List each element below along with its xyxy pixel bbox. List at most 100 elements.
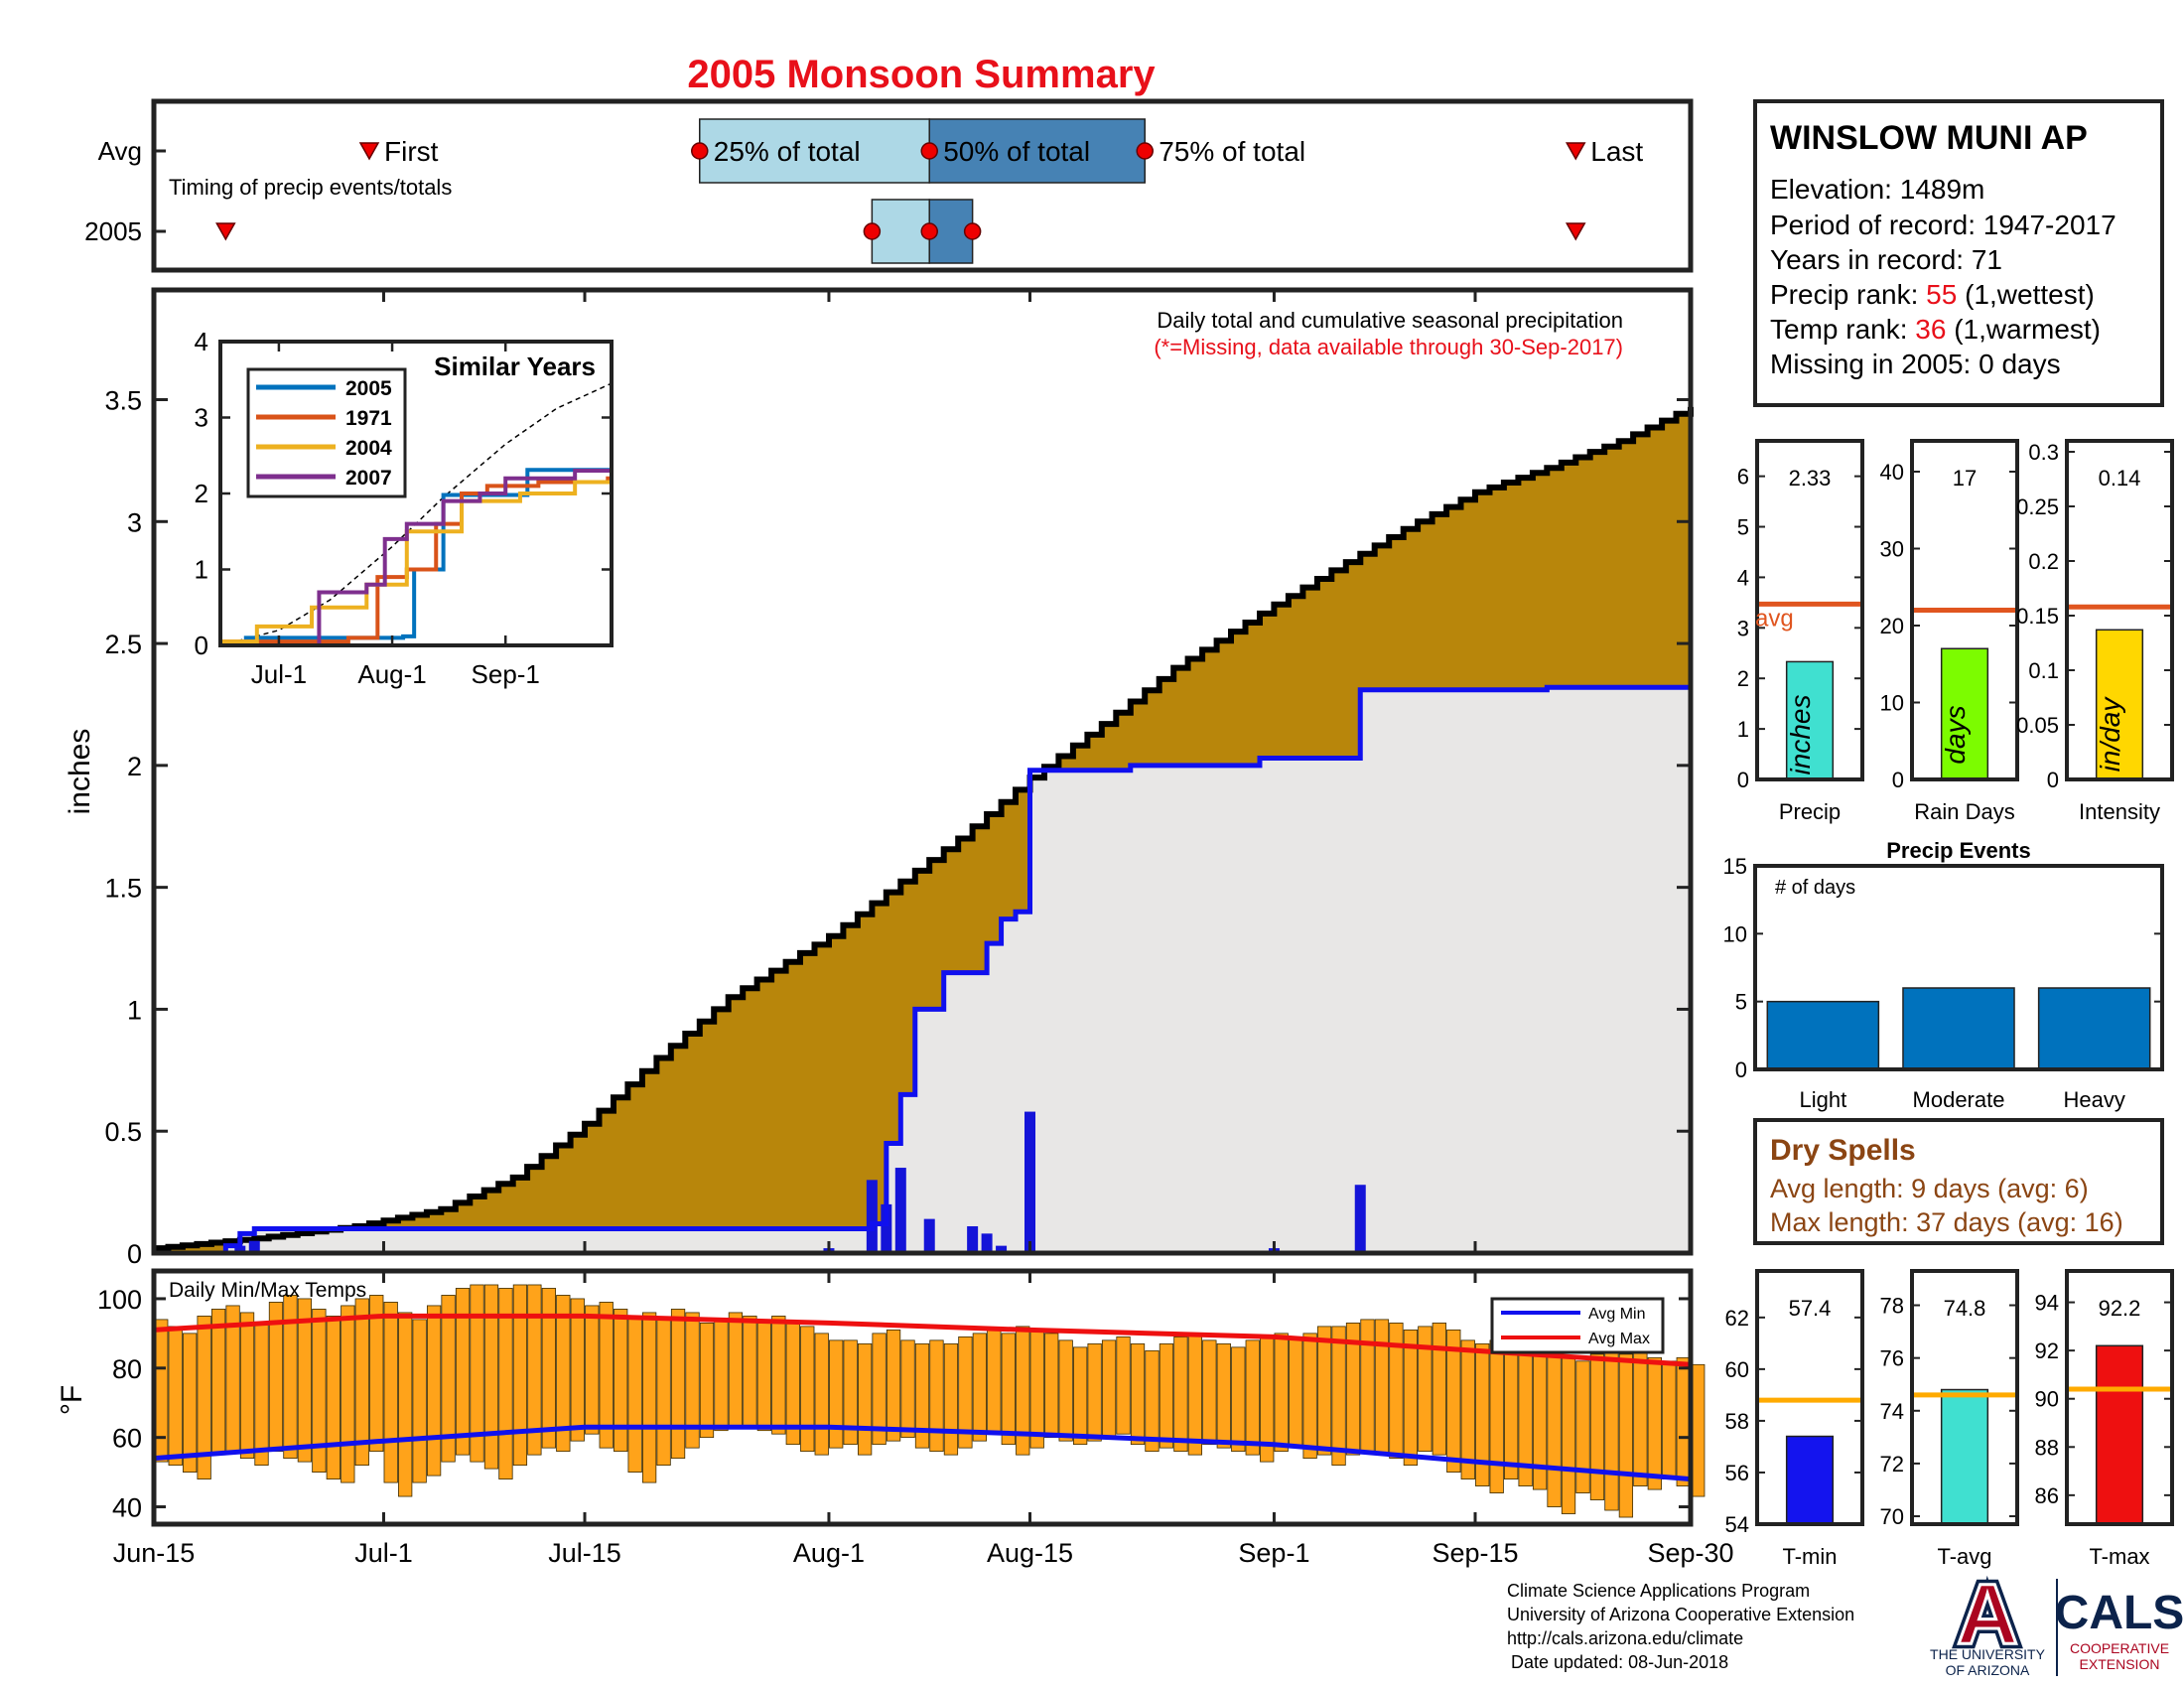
temp-range-bar	[1116, 1336, 1131, 1435]
temp-range-bar	[183, 1333, 198, 1474]
temp-range-bar	[412, 1319, 427, 1483]
temp-range-bar	[1159, 1342, 1174, 1449]
temp-axes-frame	[151, 1268, 1694, 1527]
avg-min-line	[153, 1424, 1692, 1482]
temp-range-bar	[1130, 1342, 1146, 1446]
avg-q25-marker	[691, 142, 709, 160]
daily-precip-bar	[923, 1218, 935, 1253]
legend-label: Avg Min	[1588, 1306, 1646, 1323]
temp-range-bar	[1575, 1360, 1590, 1493]
t-min-frame	[1755, 1269, 1864, 1526]
temp-range-bar	[1618, 1353, 1634, 1518]
temp-range-bar	[1460, 1339, 1475, 1479]
temp-range-bar	[1345, 1322, 1361, 1456]
daily-precip-bar	[1354, 1185, 1366, 1253]
avg-label: avg	[1755, 605, 1794, 632]
intensity-bar	[2095, 629, 2144, 780]
timing-panel: Avg 2005 Timing of precip events/totals Fir…	[84, 98, 1694, 273]
temp-range-bar	[541, 1288, 556, 1449]
temp-range-bar	[398, 1312, 413, 1497]
precip-total-value: 2.33	[1789, 466, 1832, 491]
temp-range-bar	[312, 1309, 327, 1474]
rain-days-frame	[1910, 439, 2019, 781]
y-tick-label: 5	[1735, 990, 1747, 1015]
temp-range-bar	[614, 1309, 628, 1453]
y-tick-label: 56	[1725, 1461, 1749, 1485]
y-tick-label: 0	[127, 1239, 142, 1269]
temp-range-bar	[455, 1288, 471, 1456]
temp-stat-charts: 54 56 58 60 62 57.4 T-min 70 72 74 76 78 74.8 T-avg 86…	[1725, 1269, 2174, 1569]
precip-total-bar-label: inches	[1785, 695, 1816, 775]
inset-x-tick-label: Sep-1	[472, 659, 540, 689]
y-tick-label: 1	[1737, 717, 1749, 742]
y-tick-label: 0	[1735, 1057, 1747, 1082]
period-of-record: Period of record: 1947-2017	[1770, 210, 2116, 240]
events-title: Precip Events	[1886, 838, 2031, 863]
y-tick-label: 2	[1737, 666, 1749, 691]
temp-range-bar	[1216, 1342, 1231, 1449]
daily-precip-bar	[1024, 1111, 1036, 1253]
temp-range-bar	[1087, 1342, 1102, 1442]
rain-days-value: 17	[1953, 466, 1977, 491]
obs-cumulative-area	[154, 684, 1691, 1253]
temp-range-bar	[900, 1339, 915, 1439]
cals-logo-text: CALS	[2055, 1587, 2184, 1639]
y-tick-label: 78	[1880, 1294, 1904, 1319]
precip-stat-charts: 0 1 2 3 4 5 6 2.33 Precip inches avg 0 10 20 30 40 17 Rai…	[1737, 439, 2174, 824]
event-category-label: Light	[1799, 1087, 1846, 1112]
inset-y-tick-label: 1	[195, 555, 208, 585]
events-frame	[1753, 864, 2164, 1071]
precip-rank-part: 55	[1926, 279, 1957, 310]
temp-range-bar	[1231, 1346, 1246, 1453]
station-box	[1753, 99, 2164, 407]
y-tick-label: 60	[112, 1424, 142, 1454]
daily-precip-bar	[967, 1225, 979, 1253]
inset-y-tick-label: 4	[195, 327, 208, 356]
t-avg-xlabel: T-avg	[1937, 1544, 1991, 1569]
temp-range-bar	[958, 1336, 973, 1449]
y-tick-label: 100	[97, 1285, 142, 1315]
temp-range-bar	[1187, 1333, 1203, 1456]
temp-range-bar	[929, 1339, 944, 1453]
y-tick-label: 72	[1880, 1452, 1904, 1477]
obs-first-triangle	[215, 222, 236, 241]
temp-range-bar	[556, 1295, 571, 1453]
avg-max-line	[153, 1313, 1692, 1367]
temp-range-bar	[1145, 1349, 1160, 1453]
temp-range-bar	[914, 1342, 930, 1449]
y-tick-label: 3	[127, 507, 142, 537]
y-tick-label: 0.1	[2028, 658, 2059, 683]
figure-title: 2005 Monsoon Summary	[687, 53, 1156, 96]
temp-range-bar	[843, 1339, 858, 1446]
temp-range-bar	[1173, 1336, 1188, 1453]
t-avg-frame	[1910, 1269, 2019, 1526]
temp-range-bar	[1073, 1346, 1088, 1446]
main-precip-chart: 0 0.5 1 1.5 2 2.5 3 3.5 inches Daily total and cu…	[64, 287, 1694, 1269]
temp-range-bar	[168, 1326, 183, 1467]
temp-range-bar	[512, 1284, 528, 1467]
daily-precip-bar	[234, 1245, 246, 1253]
daily-precip-bar	[866, 1180, 878, 1253]
rain-days-bar-label: days	[1940, 705, 1971, 764]
x-tick-label: Jul-15	[548, 1538, 621, 1568]
y-tick-label: 2	[127, 752, 142, 781]
footer-line: University of Arizona Cooperative Extens…	[1507, 1605, 1854, 1624]
daily-precip-bar	[996, 1245, 1008, 1253]
temp-range-bar	[1289, 1336, 1303, 1449]
footer: Climate Science Applications Program Univ…	[1507, 1562, 2184, 1678]
y-tick-label: 15	[1723, 854, 1747, 879]
y-tick-label: 94	[2035, 1291, 2059, 1316]
elevation: Elevation: 1489m	[1770, 174, 1984, 205]
cals-logo-sub: COOPERATIVE	[2070, 1640, 2169, 1656]
temp-range-bar	[756, 1322, 771, 1432]
temp-title: Daily Min/Max Temps	[169, 1279, 366, 1302]
temp-range-bar	[383, 1302, 398, 1483]
t-avg-value: 74.8	[1944, 1296, 1986, 1321]
temp-range-bar	[1202, 1339, 1217, 1446]
precip-total-xlabel: Precip	[1779, 799, 1841, 824]
event-category-label: Heavy	[2063, 1087, 2124, 1112]
temp-range-bar	[341, 1305, 355, 1483]
t-min-bar	[1785, 1435, 1835, 1525]
y-tick-label: 0.3	[2028, 440, 2059, 465]
